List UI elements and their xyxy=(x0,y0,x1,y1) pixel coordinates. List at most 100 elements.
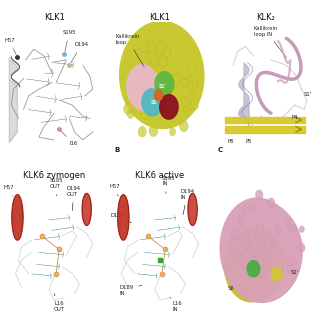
Polygon shape xyxy=(181,79,188,88)
Text: D189
IN: D189 IN xyxy=(119,285,142,296)
Polygon shape xyxy=(224,226,284,302)
Text: H57: H57 xyxy=(109,184,120,196)
Polygon shape xyxy=(147,49,157,62)
Polygon shape xyxy=(177,73,183,80)
Text: P6: P6 xyxy=(227,139,234,144)
Polygon shape xyxy=(298,243,305,252)
Polygon shape xyxy=(271,267,282,281)
Polygon shape xyxy=(147,42,155,53)
Polygon shape xyxy=(250,249,259,261)
Polygon shape xyxy=(239,221,244,227)
Text: S195
OUT: S195 OUT xyxy=(50,178,64,196)
Polygon shape xyxy=(166,95,174,106)
Polygon shape xyxy=(162,46,171,58)
Polygon shape xyxy=(287,262,295,272)
Polygon shape xyxy=(125,60,129,66)
Text: D102: D102 xyxy=(110,213,132,223)
Text: S6: S6 xyxy=(227,285,234,291)
Title: KLK1: KLK1 xyxy=(149,13,171,22)
Polygon shape xyxy=(268,198,275,208)
Polygon shape xyxy=(260,242,265,248)
Polygon shape xyxy=(154,103,160,111)
Polygon shape xyxy=(286,255,295,266)
Polygon shape xyxy=(174,80,179,87)
Text: P5: P5 xyxy=(245,139,252,144)
Text: B: B xyxy=(114,147,119,153)
Polygon shape xyxy=(12,195,23,240)
Title: KLK6 active: KLK6 active xyxy=(135,171,185,180)
Polygon shape xyxy=(255,233,262,242)
Polygon shape xyxy=(139,90,145,98)
Polygon shape xyxy=(236,252,242,260)
Polygon shape xyxy=(256,223,263,232)
Polygon shape xyxy=(248,268,255,277)
Polygon shape xyxy=(242,238,250,249)
Polygon shape xyxy=(285,219,290,225)
Polygon shape xyxy=(192,81,198,88)
Polygon shape xyxy=(265,253,270,260)
Title: KLK6 zymogen: KLK6 zymogen xyxy=(23,171,85,180)
Text: D194
OUT: D194 OUT xyxy=(66,186,80,211)
Polygon shape xyxy=(247,268,254,277)
Polygon shape xyxy=(188,64,198,77)
Text: S1': S1' xyxy=(304,92,312,97)
Polygon shape xyxy=(142,89,163,116)
Title: KLK1: KLK1 xyxy=(44,13,65,22)
Polygon shape xyxy=(277,269,283,276)
Text: S195
IN: S195 IN xyxy=(162,176,176,193)
Polygon shape xyxy=(159,55,168,67)
Polygon shape xyxy=(127,110,134,119)
Polygon shape xyxy=(247,261,260,277)
Polygon shape xyxy=(155,72,174,96)
Text: Kallikrein
loop: Kallikrein loop xyxy=(115,34,144,67)
Polygon shape xyxy=(142,82,151,93)
Polygon shape xyxy=(169,128,176,136)
Polygon shape xyxy=(220,198,302,302)
Polygon shape xyxy=(251,204,257,211)
Polygon shape xyxy=(246,270,251,277)
Title: KLK₂: KLK₂ xyxy=(256,13,275,22)
Polygon shape xyxy=(118,195,129,240)
Polygon shape xyxy=(180,121,188,132)
Polygon shape xyxy=(130,76,135,82)
Polygon shape xyxy=(120,21,204,128)
Text: H57: H57 xyxy=(3,185,14,196)
Polygon shape xyxy=(150,54,159,65)
Polygon shape xyxy=(289,224,295,232)
Text: D194
IN: D194 IN xyxy=(180,189,195,215)
Polygon shape xyxy=(157,42,166,53)
Text: Kallikrein
loop IN: Kallikrein loop IN xyxy=(254,26,287,58)
Text: L16
IN: L16 IN xyxy=(170,298,182,312)
Polygon shape xyxy=(190,100,199,110)
Polygon shape xyxy=(136,86,142,95)
Polygon shape xyxy=(243,204,252,215)
Polygon shape xyxy=(149,125,158,137)
Polygon shape xyxy=(188,193,197,225)
Polygon shape xyxy=(252,257,257,264)
Text: S1': S1' xyxy=(290,269,299,275)
Polygon shape xyxy=(140,41,149,52)
Polygon shape xyxy=(160,95,178,119)
Polygon shape xyxy=(255,190,263,200)
Polygon shape xyxy=(241,261,247,268)
Polygon shape xyxy=(147,89,154,99)
Text: L16
OUT: L16 OUT xyxy=(54,293,65,312)
Polygon shape xyxy=(184,106,188,112)
Polygon shape xyxy=(127,64,163,111)
Text: P4: P4 xyxy=(291,115,298,120)
Text: S1: S1 xyxy=(151,100,157,105)
Polygon shape xyxy=(189,89,194,96)
Polygon shape xyxy=(258,266,266,277)
Polygon shape xyxy=(299,226,304,233)
Polygon shape xyxy=(183,78,189,85)
Polygon shape xyxy=(155,90,163,100)
Text: H57: H57 xyxy=(4,38,16,55)
Polygon shape xyxy=(138,126,146,137)
Polygon shape xyxy=(157,111,163,118)
Polygon shape xyxy=(171,73,181,86)
Polygon shape xyxy=(237,213,244,222)
Text: I16: I16 xyxy=(61,131,78,146)
Text: S195: S195 xyxy=(62,30,76,52)
Polygon shape xyxy=(182,96,189,106)
Polygon shape xyxy=(152,99,157,105)
